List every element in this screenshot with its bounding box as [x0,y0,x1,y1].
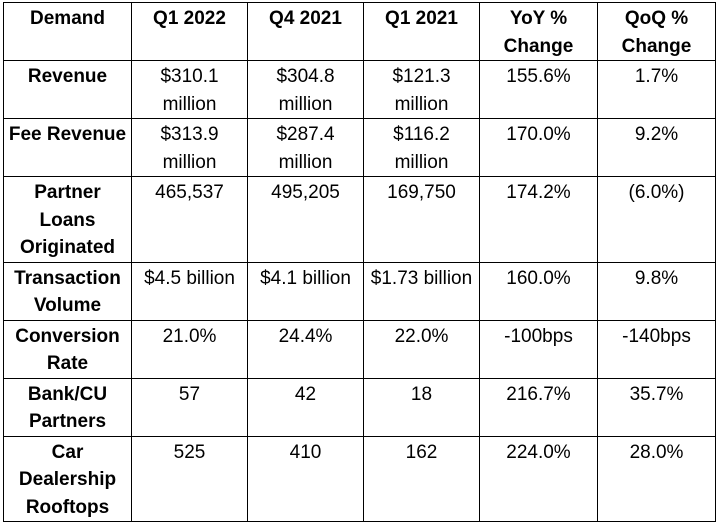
row-label: Bank/CU Partners [3,377,132,437]
cell-q1-2021: 22.0% [363,319,480,379]
cell-q4-2021: $287.4 million [247,118,364,177]
header-qoq-change: QoQ % Change [597,2,716,61]
table-header-row: Demand Q1 2022 Q4 2021 Q1 2021 YoY % Cha… [3,2,716,61]
cell-q1-2021: $121.3 million [363,60,480,119]
row-label: Transaction Volume [3,261,132,321]
cell-q1-2022: $310.1 million [131,60,248,119]
header-q1-2021: Q1 2021 [363,2,480,61]
row-label: Fee Revenue [3,118,132,177]
table-row: Partner Loans Originated 465,537 495,205… [3,176,716,263]
cell-q4-2021: 24.4% [247,319,364,379]
row-label: Partner Loans Originated [3,176,132,263]
cell-yoy: 174.2% [479,176,598,263]
cell-q4-2021: 495,205 [247,176,364,263]
cell-qoq: 35.7% [597,377,716,437]
table-row: Transaction Volume $4.5 billion $4.1 bil… [3,261,716,321]
header-yoy-change: YoY % Change [479,2,598,61]
demand-metrics-table: Demand Q1 2022 Q4 2021 Q1 2021 YoY % Cha… [3,2,716,522]
cell-yoy: 160.0% [479,261,598,321]
table-row: Fee Revenue $313.9 million $287.4 millio… [3,118,716,177]
table-row: Bank/CU Partners 57 42 18 216.7% 35.7% [3,377,716,437]
cell-qoq: (6.0%) [597,176,716,263]
cell-yoy: 155.6% [479,60,598,119]
cell-q1-2021: $1.73 billion [363,261,480,321]
row-label: Car Dealership Rooftops [3,435,132,522]
header-demand: Demand [3,2,132,61]
cell-q1-2021: 18 [363,377,480,437]
cell-q1-2021: $116.2 million [363,118,480,177]
cell-qoq: 28.0% [597,435,716,522]
cell-q1-2022: 465,537 [131,176,248,263]
cell-yoy: 224.0% [479,435,598,522]
cell-q4-2021: $304.8 million [247,60,364,119]
cell-qoq: -140bps [597,319,716,379]
table-row: Car Dealership Rooftops 525 410 162 224.… [3,435,716,522]
cell-yoy: 170.0% [479,118,598,177]
cell-q1-2022: $313.9 million [131,118,248,177]
cell-qoq: 1.7% [597,60,716,119]
cell-q4-2021: 410 [247,435,364,522]
cell-q4-2021: 42 [247,377,364,437]
cell-yoy: 216.7% [479,377,598,437]
table-row: Revenue $310.1 million $304.8 million $1… [3,60,716,119]
cell-qoq: 9.8% [597,261,716,321]
row-label: Conversion Rate [3,319,132,379]
table-row: Conversion Rate 21.0% 24.4% 22.0% -100bp… [3,319,716,379]
header-q1-2022: Q1 2022 [131,2,248,61]
cell-q1-2021: 169,750 [363,176,480,263]
cell-q1-2022: 525 [131,435,248,522]
cell-q1-2021: 162 [363,435,480,522]
cell-yoy: -100bps [479,319,598,379]
cell-q1-2022: 57 [131,377,248,437]
cell-qoq: 9.2% [597,118,716,177]
row-label: Revenue [3,60,132,119]
cell-q4-2021: $4.1 billion [247,261,364,321]
header-q4-2021: Q4 2021 [247,2,364,61]
cell-q1-2022: 21.0% [131,319,248,379]
cell-q1-2022: $4.5 billion [131,261,248,321]
